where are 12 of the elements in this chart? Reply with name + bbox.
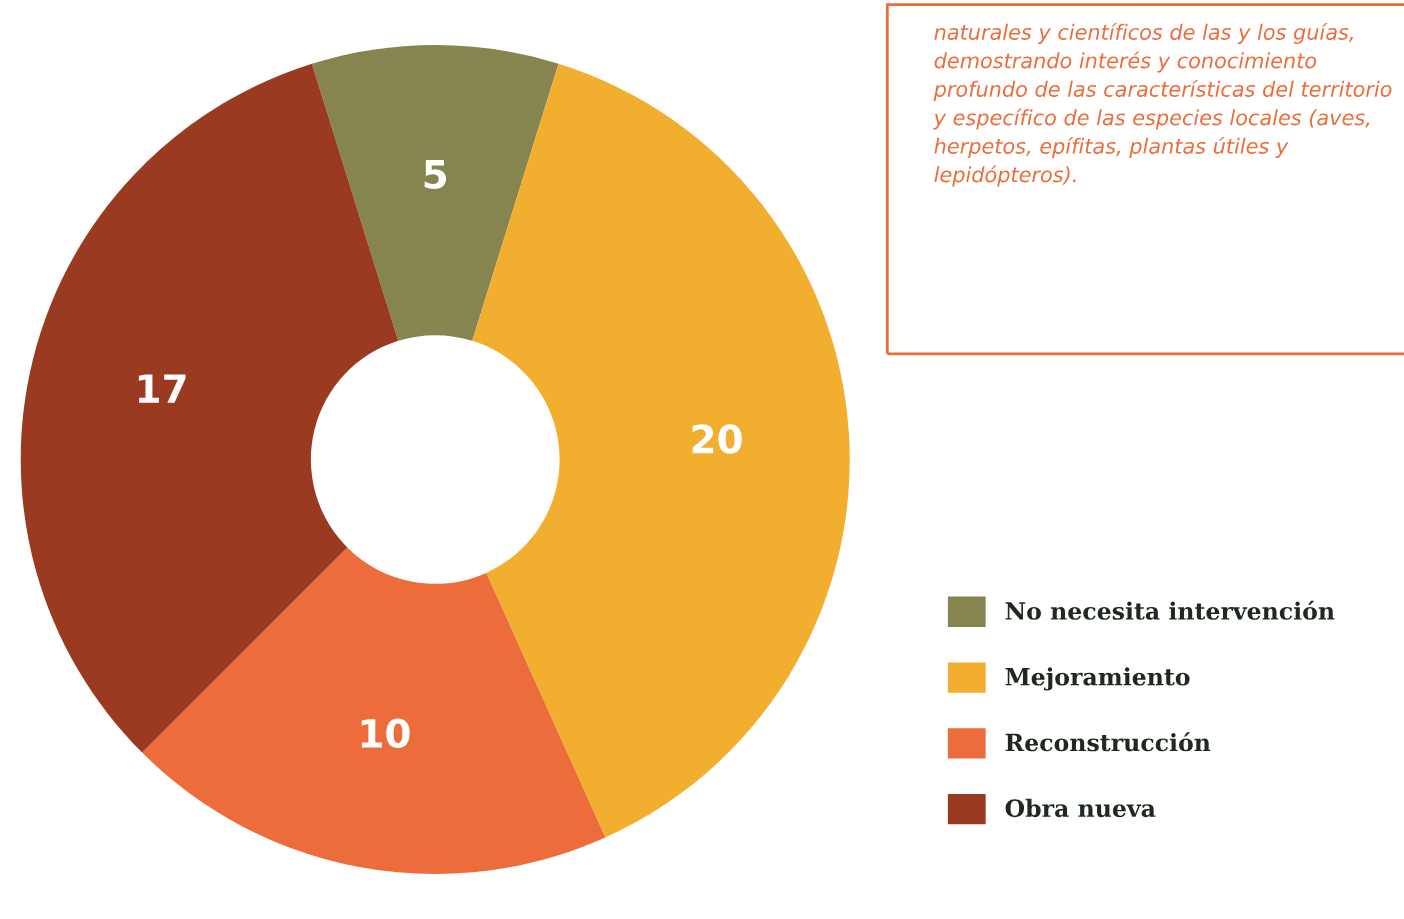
legend-label: No necesita intervención bbox=[1005, 600, 1335, 620]
data-label: 10 bbox=[361, 718, 410, 749]
text: naturales y científicos de las y los guías, demostrando interés y conocimiento profundo de las características del territorio y específico de las especies locales (aves, herpetos, epífitas, plantas útiles y lepidópteros). bbox=[933, 22, 1392, 187]
data-label: 17 bbox=[138, 374, 186, 403]
donut-slice bbox=[472, 63, 850, 838]
data-label: 20 bbox=[692, 424, 742, 454]
legend-label: Mejoramiento bbox=[1005, 667, 1190, 691]
donut-slice bbox=[311, 44, 559, 341]
legend-label: Reconstrucción bbox=[1005, 732, 1211, 752]
legend-label: Obra nueva bbox=[1005, 798, 1156, 818]
donut-slice bbox=[142, 547, 606, 874]
data-label: 5 bbox=[424, 160, 447, 189]
